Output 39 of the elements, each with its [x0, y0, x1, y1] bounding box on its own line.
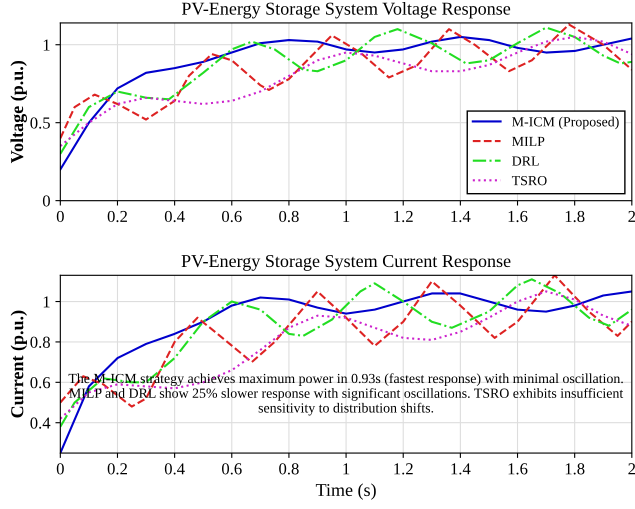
x-tick-label: 1.6: [508, 210, 528, 222]
x-tick-label: 2: [628, 210, 635, 222]
x-tick-label: 2: [628, 463, 635, 474]
x-tick-label: 0: [56, 463, 64, 474]
x-tick-label: 1.2: [394, 463, 413, 475]
x-tick-label: 1.8: [566, 463, 584, 475]
x-tick-label: 0.6: [222, 463, 242, 475]
legend-label: MILP: [512, 136, 544, 146]
y-tick-label: 0: [42, 195, 50, 207]
x-tick-label: 1.4: [451, 463, 471, 475]
y-axis-title: Current (p.u.): [10, 310, 27, 418]
x-tick-label: 0.4: [164, 463, 185, 475]
line-series: [60, 36, 632, 170]
x-tick-label: 0.8: [279, 210, 299, 222]
chart-title: PV-Energy Storage System Voltage Response: [182, 2, 510, 18]
y-tick-label: 1: [44, 296, 50, 308]
legend-label: TSRO: [512, 176, 547, 186]
legend-label: M-ICM (Proposed): [512, 116, 619, 130]
x-tick-label: 0.4: [164, 210, 185, 222]
x-tick-label: 0.2: [108, 210, 127, 222]
x-tick-label: 0: [56, 210, 64, 222]
x-tick-label: 1.2: [394, 210, 413, 222]
x-tick-label: 1.4: [451, 210, 471, 222]
x-axis-title: Time (s): [316, 483, 376, 500]
y-tick-label: 0.8: [30, 336, 50, 348]
y-tick-label: 1: [44, 40, 50, 51]
y-axis-title: Voltage (p.u.): [10, 60, 27, 164]
chart-title: PV-Energy Storage System Current Response: [182, 254, 510, 271]
x-tick-label: 1.8: [566, 210, 584, 222]
x-tick-label: 1: [343, 463, 350, 474]
x-tick-label: 0.2: [108, 463, 127, 475]
y-tick-label: 0.4: [30, 417, 50, 429]
y-tick-label: 0.6: [30, 377, 50, 388]
x-tick-label: 0.8: [279, 463, 299, 475]
x-tick-label: 1.6: [508, 463, 528, 475]
legend-label: DRL: [512, 156, 539, 166]
x-tick-label: 0.6: [222, 210, 242, 222]
x-tick-label: 1: [343, 210, 350, 222]
y-tick-label: 0.5: [30, 117, 50, 129]
